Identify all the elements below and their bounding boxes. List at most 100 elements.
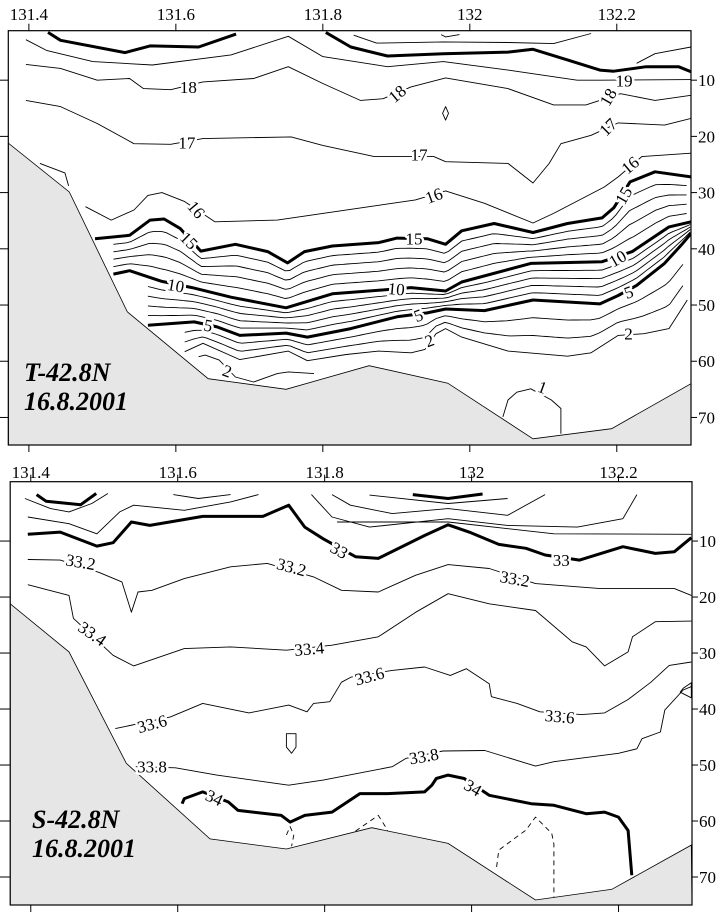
contour-label: 33.6 bbox=[544, 706, 575, 728]
isoline-33-4 bbox=[27, 584, 692, 667]
x-tick-label: 131.8 bbox=[304, 5, 342, 24]
isoline-19-5 bbox=[353, 33, 592, 45]
contour-label: 33.4 bbox=[294, 638, 326, 660]
y-tick-label: 40 bbox=[699, 700, 716, 719]
x-tick-label: 132.2 bbox=[598, 5, 636, 24]
isoline-34-1 bbox=[355, 814, 389, 832]
panel-title-salinity: S-42.8N 16.8.2001 bbox=[32, 805, 136, 863]
isoline-intermediate bbox=[147, 229, 691, 324]
panel-date-text: 16.8.2001 bbox=[24, 387, 128, 416]
contour-label: 2 bbox=[422, 331, 436, 352]
x-tick-label: 131.6 bbox=[157, 5, 195, 24]
isoline-16-5 bbox=[39, 162, 70, 187]
isoline-19 bbox=[325, 31, 692, 74]
x-tick-label: 132 bbox=[459, 463, 485, 482]
contour-label: 17 bbox=[596, 114, 622, 140]
isoline-intermediate bbox=[113, 194, 687, 281]
isoline-33-6 bbox=[115, 661, 692, 730]
isoline-18-5 bbox=[25, 35, 692, 81]
contour-label: 2 bbox=[220, 361, 234, 382]
y-tick-label: 30 bbox=[698, 184, 715, 203]
isoline-32-6 bbox=[331, 494, 546, 516]
isoline-32-4 bbox=[369, 494, 508, 504]
contour-label: 33.2 bbox=[499, 567, 532, 591]
contour-label: 2 bbox=[624, 325, 633, 344]
plot-frame bbox=[9, 481, 693, 906]
isoline-33 bbox=[27, 503, 692, 562]
y-tick-label: 70 bbox=[699, 868, 716, 887]
isoline-intermediate bbox=[184, 264, 684, 346]
isoline-34-1 bbox=[496, 816, 555, 898]
contour-label: 33 bbox=[553, 551, 570, 570]
isoline-32-9 bbox=[337, 521, 692, 535]
y-tick-label: 70 bbox=[698, 408, 715, 427]
contour-label: 16 bbox=[423, 184, 445, 208]
contour-label: 17 bbox=[411, 145, 429, 164]
panel-title-temperature: T-42.8N 16.8.2001 bbox=[24, 358, 128, 416]
isoline-16 bbox=[85, 152, 692, 224]
contour-label: 33.6 bbox=[353, 663, 387, 689]
x-tick-label: 132.2 bbox=[599, 463, 637, 482]
contour-label: 10 bbox=[166, 275, 186, 297]
contour-label: 15 bbox=[405, 230, 422, 249]
isoline-intermediate bbox=[113, 213, 687, 299]
isoline-33-7 bbox=[285, 733, 297, 754]
plot-frame bbox=[7, 30, 692, 446]
x-tick-label: 132 bbox=[457, 5, 483, 24]
panel-title-text: S-42.8N bbox=[32, 805, 120, 834]
isoline-32-8 bbox=[27, 494, 259, 535]
contour-label: 33.6 bbox=[135, 711, 169, 737]
y-tick-label: 20 bbox=[698, 127, 715, 146]
contour-label: 33.8 bbox=[137, 758, 167, 777]
x-tick-label: 131.4 bbox=[10, 5, 49, 24]
contour-label: 33.2 bbox=[275, 554, 309, 580]
isoline-intermediate bbox=[147, 231, 691, 331]
isoline-34-1 bbox=[285, 826, 295, 847]
y-tick-label: 50 bbox=[699, 756, 716, 775]
isoline-intermediate bbox=[147, 224, 691, 314]
y-tick-label: 60 bbox=[699, 812, 716, 831]
isoline-33 bbox=[35, 492, 98, 507]
contour-label: 17 bbox=[178, 134, 196, 153]
isoline-1 bbox=[502, 388, 562, 434]
y-tick-label: 40 bbox=[698, 240, 715, 259]
isoline-32-8 bbox=[173, 494, 231, 499]
y-tick-label: 10 bbox=[699, 532, 716, 551]
y-tick-label: 10 bbox=[698, 71, 715, 90]
y-tick-label: 20 bbox=[699, 588, 716, 607]
x-tick-label: 131.8 bbox=[306, 463, 344, 482]
isoline-2 bbox=[198, 354, 315, 383]
isoline-10 bbox=[113, 220, 692, 310]
contour-label: 10 bbox=[387, 279, 406, 299]
isoline-intermediate bbox=[184, 285, 684, 354]
contour-label: 33.8 bbox=[408, 745, 441, 769]
isoline-33-2 bbox=[27, 559, 692, 613]
isoline-18-5 bbox=[636, 46, 692, 64]
isoline-18-5 bbox=[442, 106, 449, 121]
isoline-19-5 bbox=[440, 34, 460, 38]
isoline-34 bbox=[180, 773, 634, 876]
isoline-33-5 bbox=[679, 682, 692, 699]
isoline-17 bbox=[25, 99, 692, 184]
contour-label: 18 bbox=[385, 81, 410, 106]
isoline-33 bbox=[412, 492, 483, 500]
x-tick-label: 131.6 bbox=[159, 463, 197, 482]
isoline-15 bbox=[94, 170, 692, 265]
contour-label: 33.2 bbox=[64, 550, 97, 574]
x-tick-label: 131.4 bbox=[12, 463, 51, 482]
contour-label: 33.4 bbox=[75, 618, 111, 651]
seafloor-land bbox=[10, 603, 692, 905]
contour-label: 18 bbox=[180, 78, 197, 97]
isoline-5 bbox=[147, 232, 692, 339]
isoline-19 bbox=[47, 31, 237, 55]
contour-label: 34 bbox=[203, 786, 227, 811]
contour-label: 19 bbox=[616, 72, 633, 91]
isoline-18 bbox=[25, 63, 692, 106]
panel-title-text: T-42.8N bbox=[24, 358, 111, 387]
isoline-2 bbox=[184, 299, 688, 362]
panel-date-text: 16.8.2001 bbox=[32, 834, 136, 863]
isoline-intermediate bbox=[147, 226, 691, 319]
contour-label: 1 bbox=[535, 377, 549, 398]
